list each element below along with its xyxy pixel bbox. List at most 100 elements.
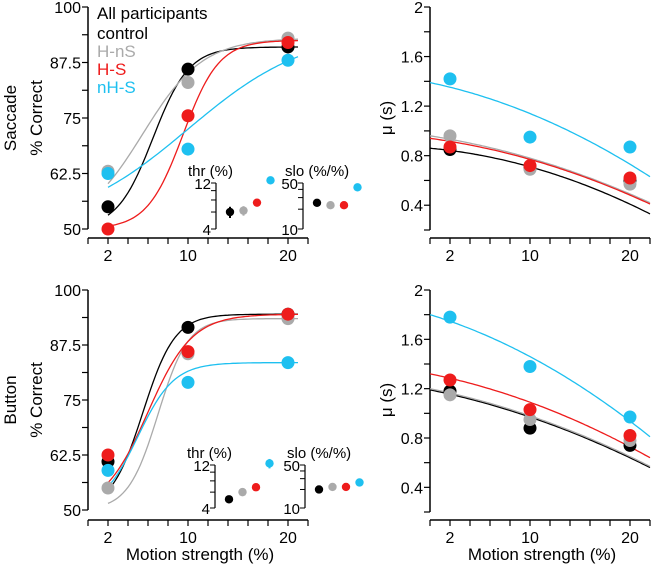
data-point-h-s [181, 109, 195, 123]
y-tick-label: 75 [63, 393, 81, 410]
fit-line-nh-s [107, 56, 299, 188]
inset-tick-label: 10 [281, 222, 298, 239]
data-point-h-s [443, 140, 457, 154]
legend-item-h-s: H-S [97, 60, 126, 79]
data-point-h-s [523, 159, 537, 173]
fit-line-h-s [107, 39, 299, 227]
fit-line-control [107, 46, 298, 216]
data-point-nh-s [101, 463, 115, 477]
legend: All participants control H-nS H-S nH-S [97, 4, 208, 97]
legend-item-h-ns: H-nS [97, 42, 136, 61]
fit-line-control [429, 389, 651, 469]
x-tick-label: 10 [179, 248, 197, 265]
inset-point-nh-s [265, 459, 274, 468]
data-point-control [101, 200, 115, 214]
y-tick-label: 1.6 [401, 332, 423, 349]
xlabel-button-pc: Motion strength (%) [126, 545, 274, 564]
data-point-nh-s [443, 310, 457, 324]
data-point-h-s [623, 171, 637, 185]
inset-point-h-s [252, 198, 262, 207]
inset-tick-label: 50 [283, 458, 300, 475]
inset-tick-label: 4 [202, 501, 210, 518]
fit-line-h-ns [429, 135, 651, 204]
y-tick-label: 2 [414, 283, 423, 300]
data-point-h-s [281, 36, 295, 50]
y-tick-label: 75 [63, 111, 81, 128]
data-point-h-s [101, 222, 115, 236]
x-tick-label: 10 [521, 248, 539, 265]
inset-point-h-s [341, 482, 351, 492]
y-tick-label: 62.5 [50, 448, 81, 465]
panel-saccade-mu: 2 10 20 0.4 0.8 1.2 1.6 2 [401, 0, 651, 265]
inset-label: thr (%) [187, 445, 232, 462]
inset-point-h-s [251, 483, 261, 492]
inset-label: slo (%/%) [285, 163, 349, 180]
data-point-h-ns [181, 75, 195, 89]
inset-label: slo (%/%) [287, 445, 351, 462]
data-point-nh-s [181, 375, 195, 389]
data-point-h-s [523, 403, 537, 417]
data-point-nh-s [523, 130, 537, 144]
inset-point-h-ns [326, 200, 335, 210]
data-point-h-s [281, 307, 295, 321]
inset-tick-label: 12 [193, 458, 210, 475]
y-tick-label: 87.5 [50, 338, 81, 355]
inset-point-h-ns [239, 206, 248, 215]
fit-line-nh-s [429, 314, 651, 438]
data-point-control [181, 320, 195, 334]
fit-line-control [107, 313, 298, 491]
x-tick-label: 2 [446, 530, 455, 547]
data-point-nh-s [623, 140, 637, 154]
data-point-nh-s [523, 359, 537, 373]
x-tick-label: 20 [279, 530, 297, 547]
inset-tick-label: 10 [283, 501, 300, 518]
x-tick-label: 20 [621, 530, 639, 547]
fit-line-h-s [107, 313, 298, 484]
inset-point-h-s [339, 200, 349, 210]
data-point-h-s [443, 373, 457, 387]
inset-point-control [312, 198, 322, 208]
y-tick-label: 50 [63, 503, 81, 520]
inset-point-h-ns [328, 482, 337, 492]
x-tick-label: 2 [446, 248, 455, 265]
y-tick-label: 0.8 [401, 431, 423, 448]
ylabel-button-pc: % Correct [27, 362, 46, 438]
inset-point-control [225, 207, 235, 217]
fit-line-nh-s [429, 81, 651, 178]
fit-line-h-ns [429, 388, 651, 467]
x-tick-label: 10 [521, 530, 539, 547]
data-point-h-ns [443, 129, 457, 143]
data-point-h-ns [101, 481, 115, 495]
x-tick-label: 10 [179, 530, 197, 547]
inset-point-nh-s [266, 176, 275, 185]
inset-point-control [314, 485, 324, 494]
data-point-nh-s [281, 53, 295, 67]
data-point-nh-s [101, 167, 115, 180]
row-label-button: Button [1, 375, 20, 424]
xlabel-button-mu: Motion strength (%) [468, 545, 616, 564]
panel-button-mu: 2 10 20 0.4 0.8 1.2 1.6 2 [401, 283, 651, 547]
inset-tick-label: 4 [203, 222, 211, 239]
y-tick-label: 1.6 [401, 50, 423, 67]
inset-tick-label: 12 [194, 176, 211, 193]
y-tick-label: 0.4 [401, 480, 423, 497]
inset-label: thr (%) [188, 163, 233, 180]
data-point-nh-s [623, 410, 637, 424]
y-tick-label: 1.2 [401, 382, 423, 399]
legend-item-nh-s: nH-S [97, 78, 136, 97]
row-label-saccade: Saccade [1, 85, 20, 151]
y-tick-label: 87.5 [50, 56, 81, 73]
x-tick-label: 20 [621, 248, 639, 265]
y-tick-label: 100 [54, 0, 81, 17]
y-tick-label: 1.2 [401, 99, 423, 116]
ylabel-button-mu: μ (s) [377, 383, 396, 417]
inset-point-nh-s [353, 183, 362, 192]
inset-point-nh-s [355, 478, 364, 487]
ylabel-saccade-mu: μ (s) [377, 101, 396, 135]
